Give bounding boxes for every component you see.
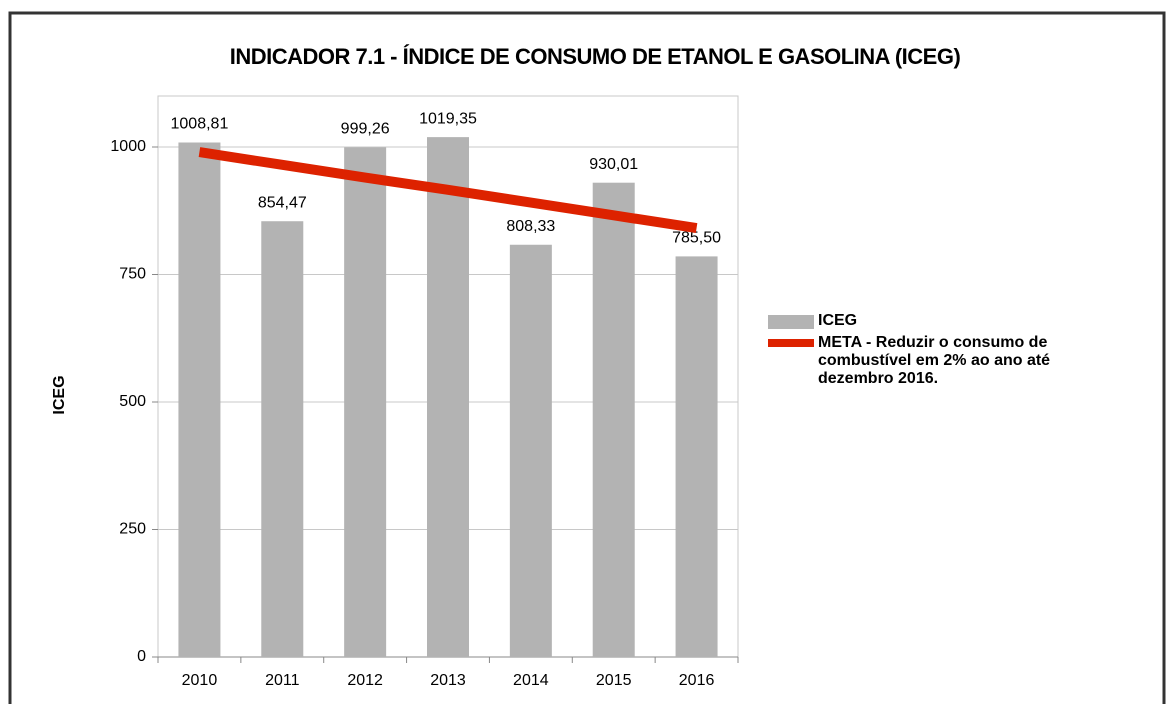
data-label: 854,47 (258, 194, 307, 211)
legend-label: ICEG (818, 312, 858, 329)
data-label: 808,33 (506, 218, 555, 235)
x-tick-label: 2014 (513, 672, 549, 689)
bar (178, 142, 221, 657)
bar (509, 244, 552, 657)
bar (592, 182, 635, 658)
y-tick-label: 1000 (110, 138, 146, 155)
line (198, 147, 698, 234)
y-axis-title: ICEG (51, 375, 68, 414)
bar (675, 256, 718, 657)
x-tick-label: 2011 (265, 672, 300, 689)
x-tick-label: 2016 (679, 672, 715, 689)
data-label: 999,26 (341, 121, 390, 138)
y-tick-label: 0 (137, 648, 146, 665)
x-tick-label: 2013 (430, 672, 466, 689)
data-label: 930,01 (589, 156, 638, 173)
chart-title: INDICADOR 7.1 - ÍNDICE DE CONSUMO DE ETA… (230, 44, 961, 69)
legend-item: ICEG (768, 312, 1108, 330)
x-tick-label: 2015 (596, 672, 632, 689)
bar (427, 137, 469, 658)
y-tick-label: 250 (119, 521, 146, 538)
legend-swatch (768, 339, 814, 347)
x-tick-label: 2010 (182, 672, 218, 689)
data-label: 1019,35 (419, 110, 477, 127)
y-tick-label: 500 (119, 393, 146, 410)
frame (8, 11, 1166, 704)
y-tick-label: 750 (119, 266, 146, 283)
data-label: 785,50 (672, 230, 721, 247)
x-tick-label: 2012 (347, 672, 383, 689)
legend-swatch (768, 315, 814, 329)
data-label: 1008,81 (171, 116, 229, 133)
legend: ICEG META - Reduzir o consumo de combustí… (768, 312, 1108, 392)
bar (344, 147, 387, 658)
legend-label: META - Reduzir o consumo de combustível … (818, 334, 1051, 387)
legend-item: META - Reduzir o consumo de combustível … (768, 334, 1108, 388)
bar (261, 221, 304, 657)
